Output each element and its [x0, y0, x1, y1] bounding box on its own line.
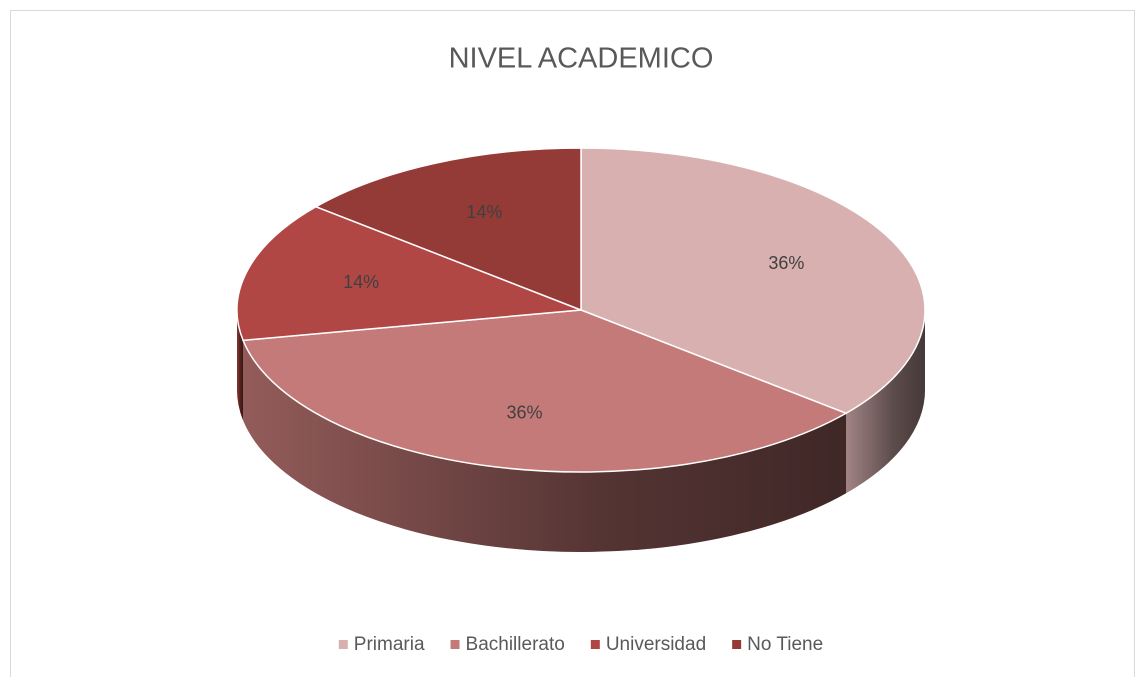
- legend-swatch: [732, 640, 742, 649]
- chart-title: NIVEL ACADEMICO: [449, 43, 714, 75]
- side-shade: [846, 310, 925, 494]
- pie-slice: [236, 205, 582, 342]
- data-label: 36%: [507, 402, 543, 422]
- legend-label: No Tiene: [747, 634, 823, 655]
- data-label: 14%: [466, 202, 502, 222]
- data-label: 14%: [343, 272, 379, 292]
- legend-label: Universidad: [606, 634, 706, 655]
- data-label: 36%: [768, 253, 804, 273]
- legend-swatch: [338, 640, 348, 649]
- pie-slice: [314, 147, 582, 312]
- pie-slice: [242, 309, 848, 473]
- legend-label: Bachillerato: [466, 634, 565, 655]
- legend-label: Primaria: [354, 634, 425, 655]
- legend-swatch: [450, 640, 460, 649]
- side-shade: [243, 340, 847, 552]
- pie-slice: [580, 147, 926, 415]
- legend-swatch: [590, 640, 600, 649]
